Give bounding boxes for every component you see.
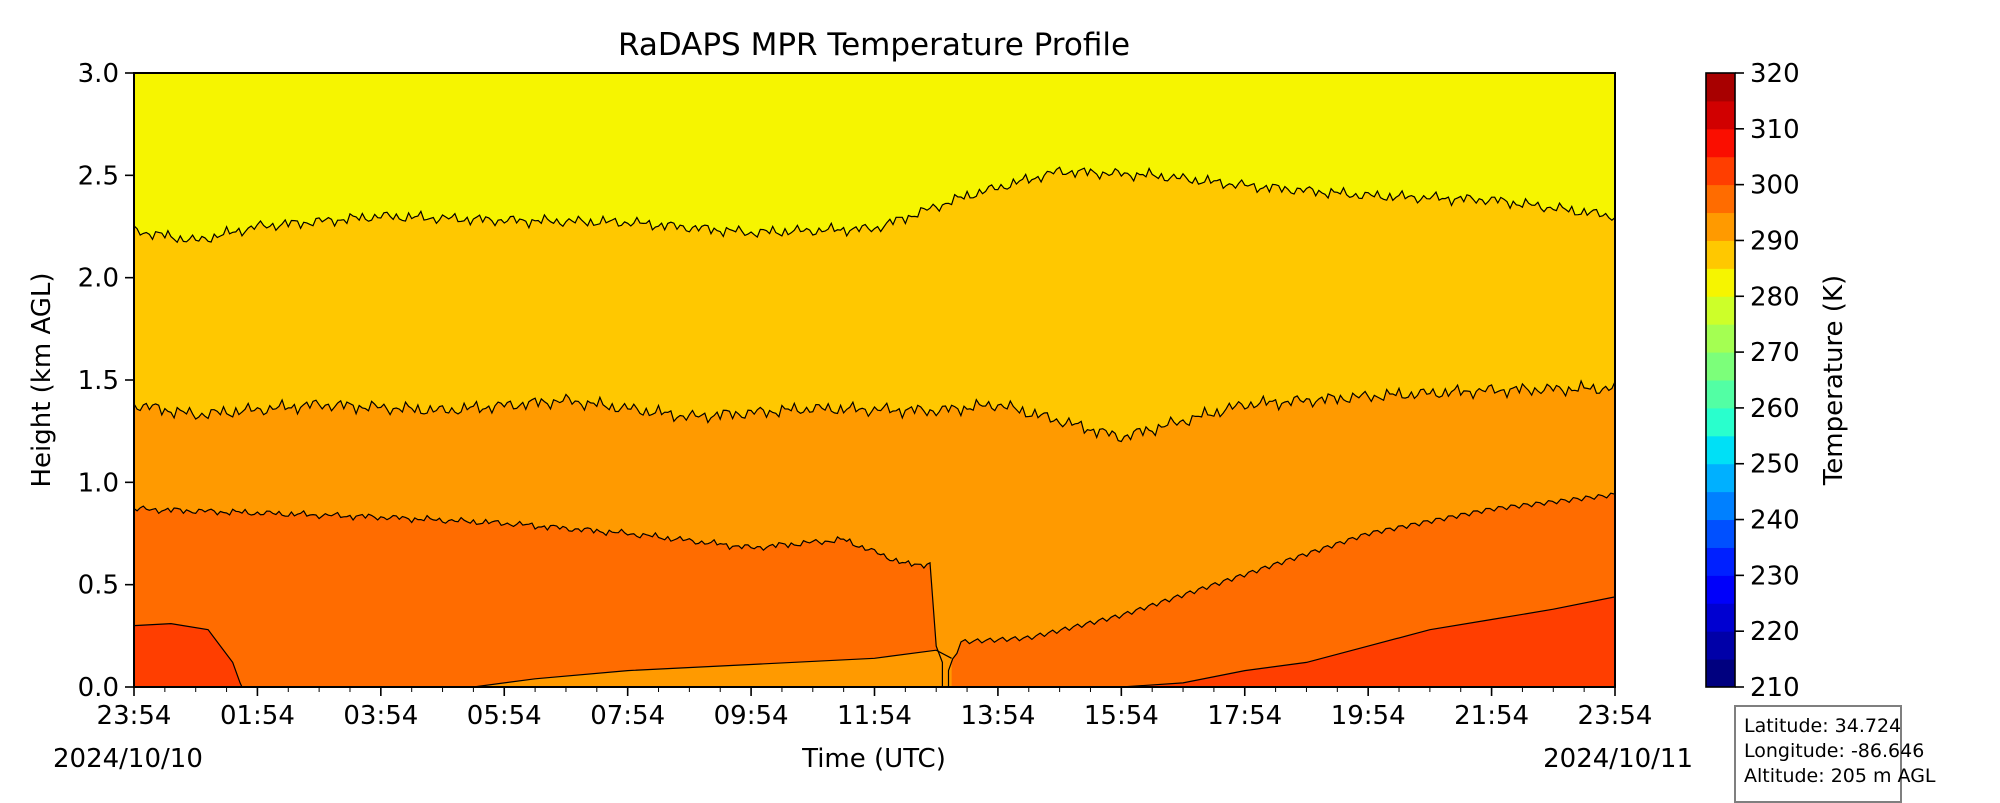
longitude-text: Longitude: -86.646 bbox=[1744, 740, 1925, 762]
cool-surface-layer bbox=[473, 650, 952, 687]
colorbar-tick-label: 230 bbox=[1750, 561, 1800, 591]
colorbar-segment bbox=[1706, 268, 1735, 297]
y-tick-label: 2.5 bbox=[78, 161, 119, 191]
colorbar-segment bbox=[1706, 380, 1735, 409]
colorbar-segment bbox=[1706, 491, 1735, 521]
colorbar-tick-label: 260 bbox=[1750, 394, 1800, 424]
colorbar-segment bbox=[1706, 352, 1735, 381]
station-info-box: Latitude: 34.724 Longitude: -86.646 Alti… bbox=[1734, 705, 1936, 803]
colorbar-segment bbox=[1706, 184, 1735, 214]
y-tick-label: 0.5 bbox=[78, 571, 119, 601]
colorbar-segment bbox=[1706, 407, 1735, 437]
colorbar-segment bbox=[1706, 547, 1735, 576]
colorbar-segment bbox=[1706, 100, 1735, 130]
colorbar-frame bbox=[1705, 72, 1736, 688]
colorbar-tick-label: 270 bbox=[1750, 338, 1800, 368]
x-tick-label: 21:54 bbox=[1454, 701, 1529, 731]
colorbar-segment bbox=[1706, 659, 1735, 688]
x-axis-label: Time (UTC) bbox=[801, 744, 946, 774]
colorbar-tick-label: 280 bbox=[1750, 282, 1800, 312]
altitude-text: Altitude: 205 m AGL bbox=[1744, 765, 1936, 787]
y-axis-label: Height (km AGL) bbox=[27, 272, 57, 487]
y-tick-label: 1.5 bbox=[78, 366, 119, 396]
colorbar-tick-label: 250 bbox=[1750, 450, 1800, 480]
x-tick-label: 05:54 bbox=[467, 701, 542, 731]
end-date-label: 2024/10/11 bbox=[1543, 744, 1693, 774]
colorbar-tick-label: 300 bbox=[1750, 171, 1800, 201]
colorbar-label: Temperature (K) bbox=[1819, 275, 1849, 486]
latitude-text: Latitude: 34.724 bbox=[1744, 715, 1902, 737]
colorbar-segment bbox=[1706, 128, 1735, 158]
y-tick-label: 2.0 bbox=[78, 264, 119, 294]
start-date-label: 2024/10/10 bbox=[53, 744, 203, 774]
colorbar-segment bbox=[1706, 73, 1735, 102]
x-axis: 23:54 01:54 03:54 05:54 07:54 09:54 11:54 13:54… bbox=[97, 687, 1653, 731]
x-tick-label: 01:54 bbox=[220, 701, 295, 731]
contour-290 bbox=[134, 379, 1615, 443]
y-tick-label: 3.0 bbox=[78, 59, 119, 89]
contour-warm-end bbox=[1121, 596, 1615, 687]
colorbar-tick-label: 220 bbox=[1750, 617, 1800, 647]
x-tick-label: 03:54 bbox=[343, 701, 418, 731]
x-tick-label: 19:54 bbox=[1331, 701, 1406, 731]
x-tick-label: 23:54 bbox=[97, 701, 172, 731]
x-tick-label: 15:54 bbox=[1084, 701, 1159, 731]
colorbar-segment bbox=[1706, 463, 1735, 493]
colorbar-segment bbox=[1706, 324, 1735, 353]
colorbar-tick-label: 210 bbox=[1750, 673, 1800, 703]
colorbar-segment bbox=[1706, 240, 1735, 269]
y-tick-label: 1.0 bbox=[78, 468, 119, 498]
contour-295-left bbox=[134, 505, 943, 687]
contour-warm-start bbox=[134, 622, 243, 687]
colorbar-segment bbox=[1706, 212, 1735, 241]
colorbar-segment bbox=[1706, 435, 1735, 465]
contour-285 bbox=[134, 166, 1615, 244]
x-tick-label: 17:54 bbox=[1207, 701, 1282, 731]
y-tick-label: 0.0 bbox=[78, 673, 119, 703]
x-tick-label: 23:54 bbox=[1578, 701, 1653, 731]
colorbar-tick-label: 310 bbox=[1750, 115, 1800, 145]
x-tick-label: 13:54 bbox=[960, 701, 1035, 731]
colorbar-tick-label: 240 bbox=[1750, 506, 1800, 536]
x-tick-label: 11:54 bbox=[837, 701, 912, 731]
x-tick-label: 09:54 bbox=[714, 701, 789, 731]
colorbar-segment bbox=[1706, 575, 1735, 604]
colorbar: 210 220 230 240 250 260 270 280 290 300 310 320 bbox=[1705, 59, 1800, 703]
chart-title: RaDAPS MPR Temperature Profile bbox=[618, 27, 1130, 63]
contour-295-right bbox=[947, 492, 1615, 687]
x-tick-label: 07:54 bbox=[590, 701, 665, 731]
colorbar-tick-label: 290 bbox=[1750, 226, 1800, 256]
colorbar-segment bbox=[1706, 156, 1735, 186]
warm-pocket-end bbox=[1121, 596, 1615, 687]
colorbar-tick-label: 320 bbox=[1750, 59, 1800, 89]
colorbar-segment bbox=[1706, 603, 1735, 632]
colorbar-segment bbox=[1706, 519, 1735, 548]
contour-cool-layer bbox=[473, 649, 952, 687]
colorbar-segment bbox=[1706, 631, 1735, 660]
band-295-left bbox=[134, 506, 943, 687]
colorbar-segment bbox=[1706, 296, 1735, 325]
y-axis: 0.0 0.5 1.0 1.5 2.0 2.5 3.0 bbox=[78, 59, 134, 703]
